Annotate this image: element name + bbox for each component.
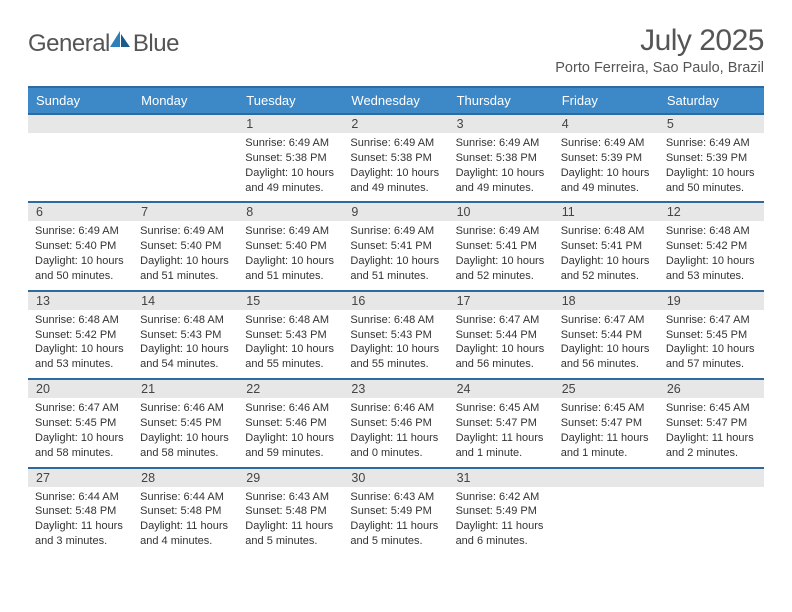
day-number-cell: 10 [449,202,554,221]
day-number-cell [554,468,659,487]
day-number-row: 20212223242526 [28,379,764,398]
day-number-cell: 12 [659,202,764,221]
day-content-cell [659,487,764,555]
day-content-row: Sunrise: 6:47 AMSunset: 5:45 PMDaylight:… [28,398,764,467]
dayname-fri: Friday [554,87,659,114]
day-number-cell: 8 [238,202,343,221]
logo-text-blue: Blue [133,30,179,58]
day-content-cell: Sunrise: 6:46 AMSunset: 5:46 PMDaylight:… [238,398,343,467]
dayname-thu: Thursday [449,87,554,114]
day-content-cell [28,133,133,202]
dayname-sun: Sunday [28,87,133,114]
day-number-cell: 21 [133,379,238,398]
calendar-body: 12345Sunrise: 6:49 AMSunset: 5:38 PMDayl… [28,114,764,555]
day-number-cell: 29 [238,468,343,487]
day-number-cell: 17 [449,291,554,310]
day-content-row: Sunrise: 6:49 AMSunset: 5:38 PMDaylight:… [28,133,764,202]
day-content-cell: Sunrise: 6:47 AMSunset: 5:44 PMDaylight:… [554,310,659,379]
day-header-row: Sunday Monday Tuesday Wednesday Thursday… [28,87,764,114]
day-number-cell: 26 [659,379,764,398]
month-title: July 2025 [555,24,764,58]
day-number-cell: 24 [449,379,554,398]
day-number-cell: 19 [659,291,764,310]
day-content-cell: Sunrise: 6:47 AMSunset: 5:45 PMDaylight:… [659,310,764,379]
day-number-cell: 23 [343,379,448,398]
day-content-cell [133,133,238,202]
day-content-cell: Sunrise: 6:48 AMSunset: 5:42 PMDaylight:… [28,310,133,379]
day-number-cell: 28 [133,468,238,487]
calendar-table: Sunday Monday Tuesday Wednesday Thursday… [28,86,764,555]
day-content-cell: Sunrise: 6:45 AMSunset: 5:47 PMDaylight:… [554,398,659,467]
day-number-cell: 11 [554,202,659,221]
day-content-cell: Sunrise: 6:48 AMSunset: 5:43 PMDaylight:… [133,310,238,379]
day-content-cell: Sunrise: 6:45 AMSunset: 5:47 PMDaylight:… [449,398,554,467]
day-number-row: 6789101112 [28,202,764,221]
day-content-cell: Sunrise: 6:49 AMSunset: 5:39 PMDaylight:… [554,133,659,202]
day-content-row: Sunrise: 6:44 AMSunset: 5:48 PMDaylight:… [28,487,764,555]
dayname-wed: Wednesday [343,87,448,114]
day-content-cell [554,487,659,555]
day-content-cell: Sunrise: 6:48 AMSunset: 5:42 PMDaylight:… [659,221,764,290]
day-number-cell: 25 [554,379,659,398]
day-number-cell: 22 [238,379,343,398]
day-number-cell: 7 [133,202,238,221]
day-content-cell: Sunrise: 6:49 AMSunset: 5:40 PMDaylight:… [28,221,133,290]
day-content-cell: Sunrise: 6:48 AMSunset: 5:43 PMDaylight:… [238,310,343,379]
dayname-tue: Tuesday [238,87,343,114]
day-content-cell: Sunrise: 6:43 AMSunset: 5:49 PMDaylight:… [343,487,448,555]
day-content-cell: Sunrise: 6:49 AMSunset: 5:41 PMDaylight:… [449,221,554,290]
day-number-cell: 6 [28,202,133,221]
day-number-cell: 5 [659,114,764,133]
day-number-cell: 27 [28,468,133,487]
day-number-cell: 15 [238,291,343,310]
day-content-cell: Sunrise: 6:44 AMSunset: 5:48 PMDaylight:… [28,487,133,555]
logo: General Blue [28,24,179,58]
day-number-row: 2728293031 [28,468,764,487]
day-number-cell: 20 [28,379,133,398]
day-content-row: Sunrise: 6:48 AMSunset: 5:42 PMDaylight:… [28,310,764,379]
logo-text-general: General [28,30,110,58]
day-number-cell: 18 [554,291,659,310]
day-content-cell: Sunrise: 6:44 AMSunset: 5:48 PMDaylight:… [133,487,238,555]
day-number-cell: 30 [343,468,448,487]
day-content-cell: Sunrise: 6:43 AMSunset: 5:48 PMDaylight:… [238,487,343,555]
day-number-cell [28,114,133,133]
day-content-cell: Sunrise: 6:49 AMSunset: 5:40 PMDaylight:… [238,221,343,290]
day-number-cell: 1 [238,114,343,133]
day-content-cell: Sunrise: 6:46 AMSunset: 5:45 PMDaylight:… [133,398,238,467]
day-content-cell: Sunrise: 6:49 AMSunset: 5:39 PMDaylight:… [659,133,764,202]
day-number-cell [659,468,764,487]
day-content-cell: Sunrise: 6:47 AMSunset: 5:44 PMDaylight:… [449,310,554,379]
day-content-cell: Sunrise: 6:48 AMSunset: 5:41 PMDaylight:… [554,221,659,290]
day-number-cell: 4 [554,114,659,133]
day-content-cell: Sunrise: 6:45 AMSunset: 5:47 PMDaylight:… [659,398,764,467]
day-number-row: 13141516171819 [28,291,764,310]
dayname-mon: Monday [133,87,238,114]
day-content-cell: Sunrise: 6:42 AMSunset: 5:49 PMDaylight:… [449,487,554,555]
day-content-cell: Sunrise: 6:46 AMSunset: 5:46 PMDaylight:… [343,398,448,467]
day-number-cell: 2 [343,114,448,133]
day-number-cell: 9 [343,202,448,221]
header: General Blue July 2025 Porto Ferreira, S… [28,24,764,76]
day-number-cell: 31 [449,468,554,487]
day-content-cell: Sunrise: 6:49 AMSunset: 5:38 PMDaylight:… [343,133,448,202]
day-content-cell: Sunrise: 6:49 AMSunset: 5:40 PMDaylight:… [133,221,238,290]
title-block: July 2025 Porto Ferreira, Sao Paulo, Bra… [555,24,764,76]
day-number-row: 12345 [28,114,764,133]
day-content-cell: Sunrise: 6:48 AMSunset: 5:43 PMDaylight:… [343,310,448,379]
day-number-cell: 3 [449,114,554,133]
day-number-cell [133,114,238,133]
day-content-cell: Sunrise: 6:49 AMSunset: 5:38 PMDaylight:… [449,133,554,202]
day-number-cell: 14 [133,291,238,310]
day-content-cell: Sunrise: 6:49 AMSunset: 5:41 PMDaylight:… [343,221,448,290]
day-content-cell: Sunrise: 6:47 AMSunset: 5:45 PMDaylight:… [28,398,133,467]
day-content-row: Sunrise: 6:49 AMSunset: 5:40 PMDaylight:… [28,221,764,290]
day-number-cell: 16 [343,291,448,310]
location: Porto Ferreira, Sao Paulo, Brazil [555,60,764,76]
dayname-sat: Saturday [659,87,764,114]
logo-sail-icon [110,31,130,47]
day-content-cell: Sunrise: 6:49 AMSunset: 5:38 PMDaylight:… [238,133,343,202]
day-number-cell: 13 [28,291,133,310]
